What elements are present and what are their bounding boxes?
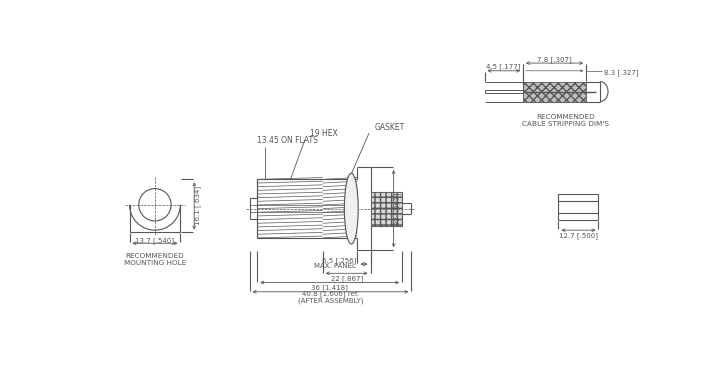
Text: 40.8 [1.606] ref.
(AFTER ASSEMBLY): 40.8 [1.606] ref. (AFTER ASSEMBLY) bbox=[297, 290, 364, 304]
Ellipse shape bbox=[344, 173, 359, 244]
Text: 36 [1.418]: 36 [1.418] bbox=[311, 285, 348, 291]
Bar bbox=[523, 82, 586, 102]
Text: RECOMMENDED
CABLE STRIPPING DIM'S: RECOMMENDED CABLE STRIPPING DIM'S bbox=[522, 114, 609, 127]
Text: 6.5 [.256]: 6.5 [.256] bbox=[322, 257, 356, 264]
Text: RECOMMENDED
MOUNTING HOLE: RECOMMENDED MOUNTING HOLE bbox=[124, 253, 186, 265]
Text: 8.3 [.327]: 8.3 [.327] bbox=[604, 69, 639, 76]
Text: 4.5 [.177]: 4.5 [.177] bbox=[487, 64, 521, 70]
Text: 16.1 [.634]: 16.1 [.634] bbox=[194, 187, 201, 226]
Text: 7.8 [.307]: 7.8 [.307] bbox=[537, 56, 572, 63]
Text: 19 HEX: 19 HEX bbox=[310, 129, 338, 138]
Text: 22 [.867]: 22 [.867] bbox=[394, 192, 401, 225]
Text: 22 [.867]: 22 [.867] bbox=[330, 275, 363, 282]
Text: 12.7 [.500]: 12.7 [.500] bbox=[559, 232, 598, 239]
Text: 13.45 ON FLATS: 13.45 ON FLATS bbox=[257, 136, 318, 145]
Text: 13.7 [.540]: 13.7 [.540] bbox=[135, 237, 174, 244]
Text: MAX. PANEL: MAX. PANEL bbox=[314, 264, 356, 269]
Bar bbox=[371, 192, 402, 226]
Text: GASKET: GASKET bbox=[374, 123, 405, 132]
